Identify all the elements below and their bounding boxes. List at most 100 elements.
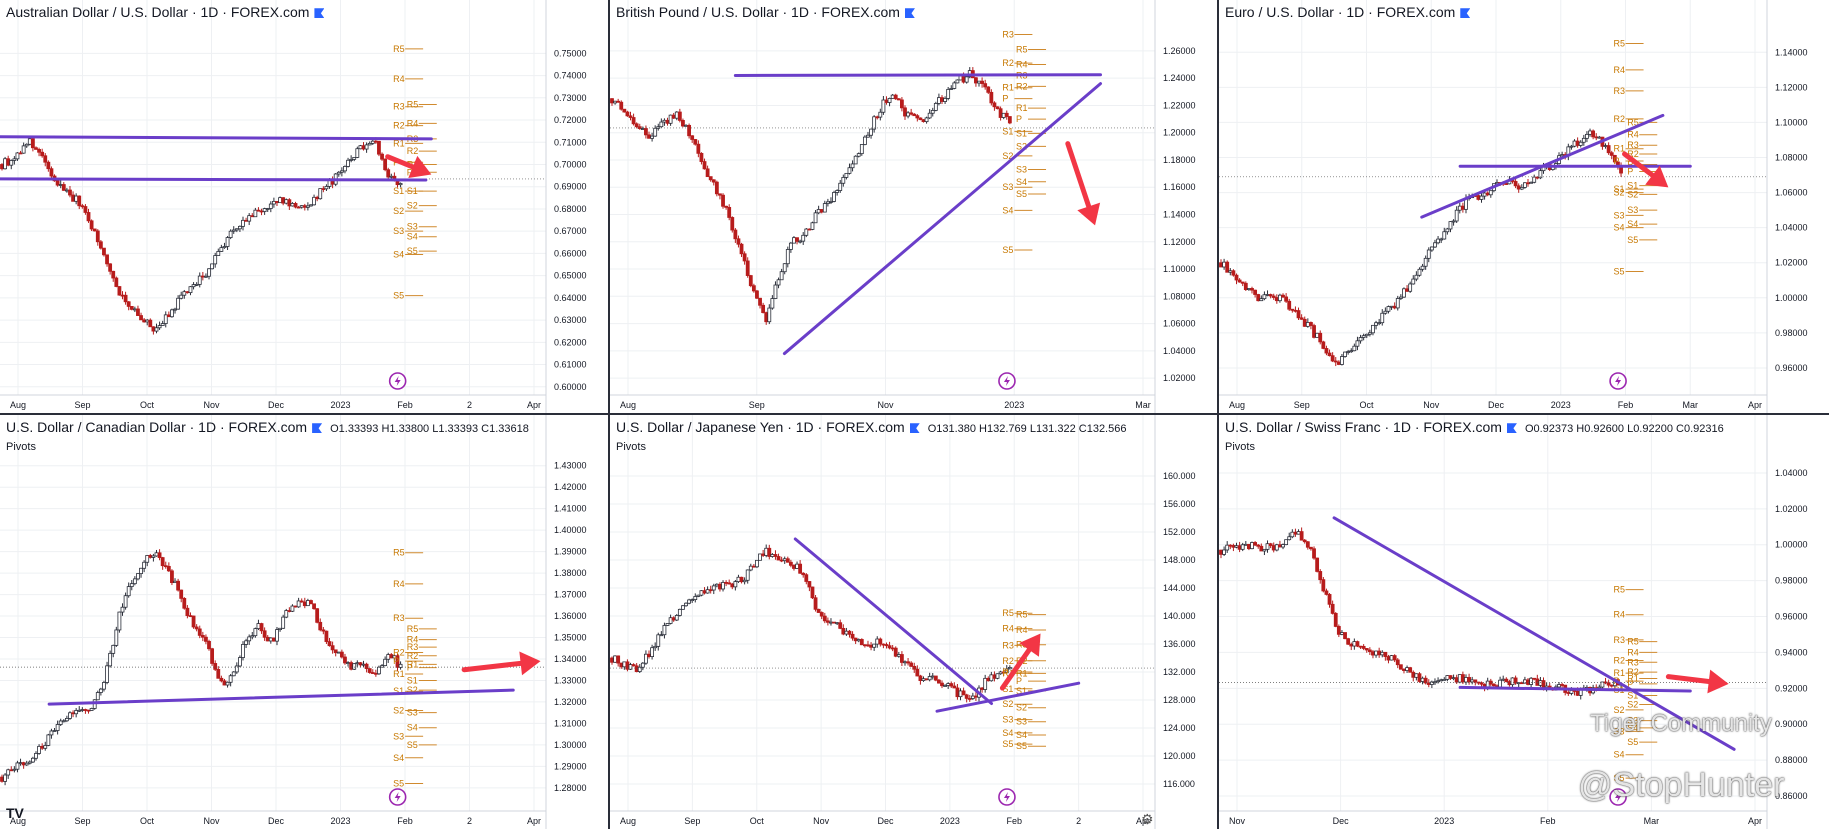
pivot-label: P [407,663,413,673]
trend-line[interactable] [1458,685,1692,693]
pivot-label: R1 [1002,83,1014,93]
candle [234,228,239,233]
bookmark-flag-icon[interactable] [1460,8,1471,19]
x-tick-label: Nov [877,400,894,410]
candle [1448,675,1453,680]
candle [1330,600,1335,615]
chart-panel-usdcad[interactable]: 1.43000 1.42000 1.41000 1.40000 1.39000 1.380… [0,415,608,829]
pivot-label: S1 [1016,686,1027,696]
price-axis: 0.75000 0.74000 0.73000 0.72000 0.71000 0.700… [554,48,587,391]
candle [102,247,106,257]
chart-panel-gbpusd[interactable]: 1.26000 1.24000 1.22000 1.20000 1.18000 1.160… [610,0,1217,413]
candle [293,605,298,608]
chart-canvas[interactable]: 1.04000 1.02000 1.00000 0.98000 0.96000 0.940… [1219,415,1829,829]
candle [1346,637,1351,645]
chart-panel-usdchf[interactable]: 1.04000 1.02000 1.00000 0.98000 0.96000 0.940… [1219,415,1829,829]
candle [204,273,208,278]
candle [822,200,827,213]
chart-canvas[interactable]: 1.26000 1.24000 1.22000 1.20000 1.18000 1.160… [610,0,1217,413]
pivot-label: R4 [407,635,419,645]
candle [927,672,932,682]
indicator-pivots-label[interactable]: Pivots [1225,441,1255,453]
pivot-label: S4 [407,232,418,242]
lightning-icon[interactable] [1609,788,1627,806]
chart-title[interactable]: Australian Dollar / U.S. Dollar · 1D · F… [6,4,325,20]
candle [1513,177,1518,189]
vertical-divider-left[interactable] [608,0,610,829]
candle [896,98,901,101]
trend-line[interactable] [935,681,1081,713]
candle [687,598,692,605]
lightning-icon[interactable] [388,788,407,806]
bookmark-flag-icon[interactable] [904,8,915,19]
bookmark-flag-icon[interactable] [312,423,323,434]
bookmark-flag-icon[interactable] [909,423,920,434]
candle [1315,557,1320,573]
y-tick-label: 0.90000 [1775,719,1808,729]
chart-title[interactable]: U.S. Dollar / Japanese Yen · 1D · FOREX.… [616,419,1126,435]
candle [117,611,122,633]
chart-canvas[interactable]: 1.43000 1.42000 1.41000 1.40000 1.39000 1.380… [0,415,608,829]
candle [964,76,969,84]
chart-title[interactable]: Euro / U.S. Dollar · 1D · FOREX.com [1225,4,1471,20]
chart-title[interactable]: British Pound / U.S. Dollar · 1D · FOREX… [616,4,915,20]
trend-line[interactable] [1332,516,1736,751]
chart-canvas[interactable]: 160.000 156.000 152.000 148.000 144.000 140.0… [610,415,1217,829]
candle [788,559,793,568]
candle [1318,569,1323,584]
time-axis: Aug Sep Nov 2023 Mar [620,400,1151,410]
candle [200,271,205,281]
indicator-pivots-label[interactable]: Pivots [6,441,36,453]
trend-line[interactable] [782,82,1102,356]
bookmark-flag-icon[interactable] [314,8,325,19]
lightning-icon[interactable] [388,372,407,390]
candle [1271,542,1276,553]
candle [74,193,79,205]
candle [355,660,360,667]
candle [1321,577,1326,593]
y-tick-label: 1.02000 [1775,258,1808,268]
tradingview-logo: TV [6,805,24,821]
trend-line[interactable] [1420,113,1665,219]
trend-lines [793,537,1081,713]
chart-panel-audusd[interactable]: 0.75000 0.74000 0.73000 0.72000 0.71000 0.700… [0,0,608,413]
candle [370,139,375,145]
chart-canvas[interactable]: 1.14000 1.12000 1.10000 1.08000 1.06000 1.040… [1219,0,1829,413]
y-tick-label: 1.12000 [1163,237,1196,247]
trend-line[interactable] [47,688,515,706]
bookmark-flag-icon[interactable] [1506,423,1517,434]
trend-line[interactable] [0,135,433,141]
pivot-label: S1 [393,186,404,196]
x-tick-label: Oct [750,816,765,826]
trend-line[interactable] [0,177,428,182]
candle [1343,632,1347,640]
candle [1371,324,1375,336]
lightning-icon[interactable] [1609,372,1627,390]
candle [1340,353,1344,366]
x-tick-label: Mar [1683,400,1699,410]
chart-title[interactable]: U.S. Dollar / Swiss Franc · 1D · FOREX.c… [1225,419,1724,435]
pivot-label: S2 [1016,703,1027,713]
chart-panel-usdjpy[interactable]: 160.000 156.000 152.000 148.000 144.000 140.0… [610,415,1217,829]
chart-title[interactable]: U.S. Dollar / Canadian Dollar · 1D · FOR… [6,419,529,435]
candle [644,650,648,665]
candle [1240,542,1245,552]
candle [1219,549,1223,559]
candle [912,662,917,673]
trend-line[interactable] [733,73,1102,77]
candle [1250,286,1254,294]
lightning-icon[interactable] [998,372,1016,390]
candle [1367,329,1372,337]
chart-canvas[interactable]: 0.75000 0.74000 0.73000 0.72000 0.71000 0.700… [0,0,608,413]
candle [825,198,830,207]
vertical-divider-right[interactable] [1217,0,1219,829]
pivot-label: S3 [1016,165,1027,175]
gear-icon[interactable]: ⚙ [1141,811,1154,827]
indicator-pivots-label[interactable]: Pivots [616,441,646,453]
chart-panel-eurusd[interactable]: 1.14000 1.12000 1.10000 1.08000 1.06000 1.040… [1219,0,1829,413]
trend-line[interactable] [793,537,993,705]
candle [933,101,938,112]
horizontal-divider[interactable] [0,413,1829,415]
lightning-icon[interactable] [998,788,1016,806]
candle [736,235,741,248]
